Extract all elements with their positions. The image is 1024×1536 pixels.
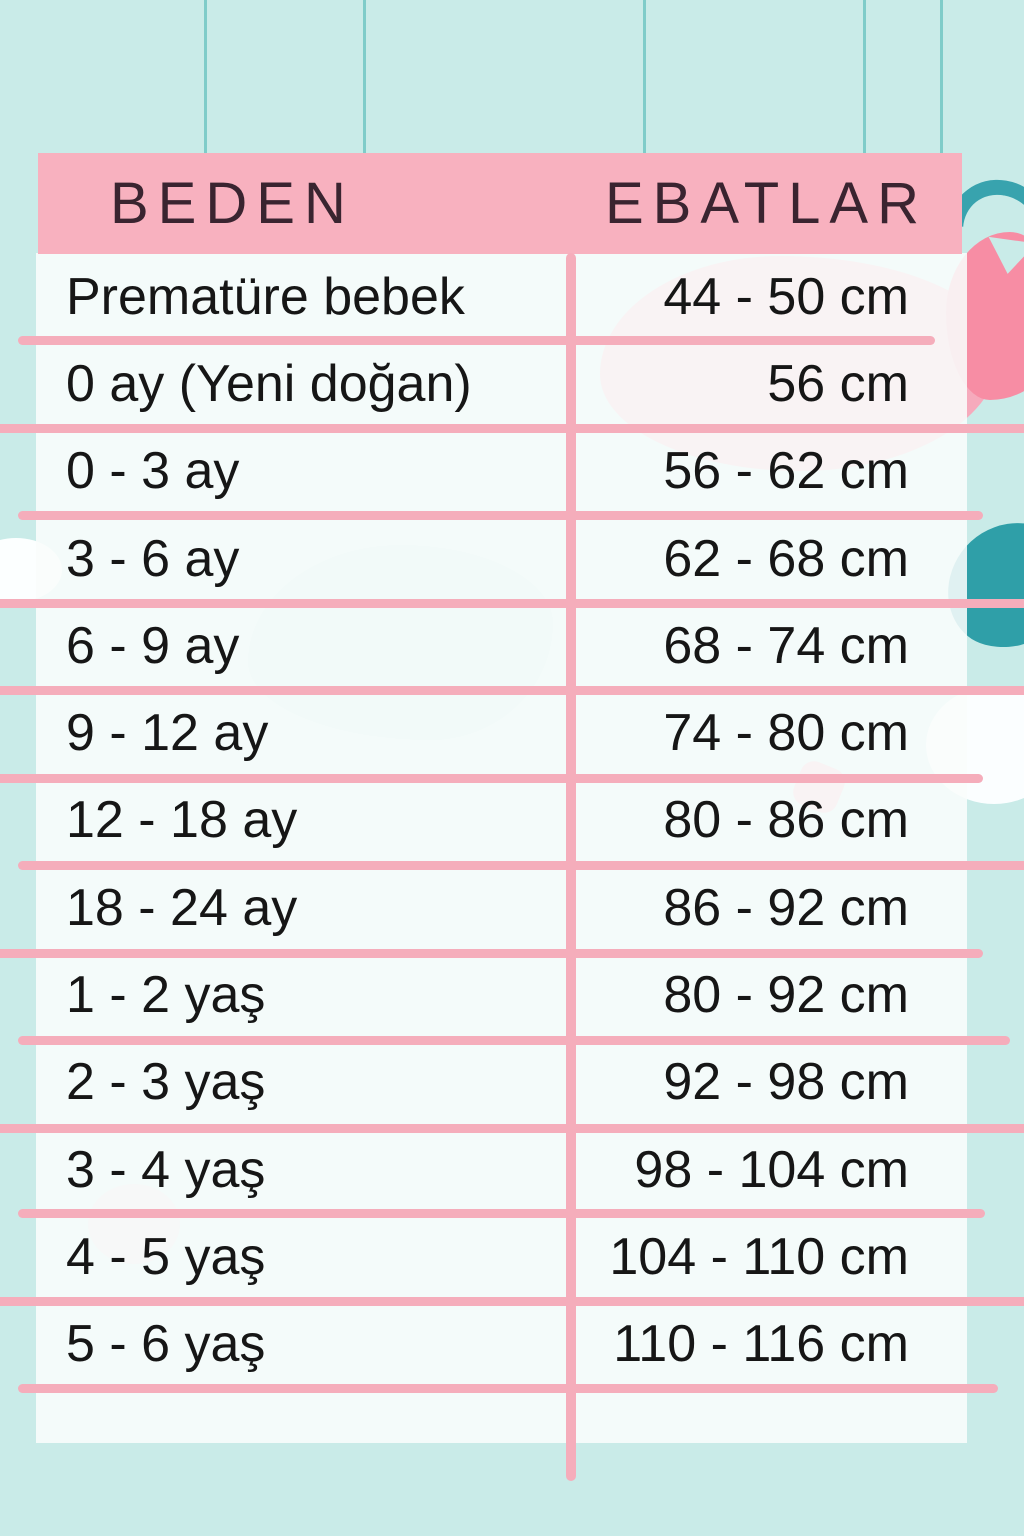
table-row: 2 - 3 yaş 92 - 98 cm: [36, 1039, 967, 1126]
table-row: 5 - 6 yaş 110 - 116 cm: [36, 1301, 967, 1388]
size-cell: 6 - 9 ay: [66, 616, 240, 675]
size-cell: 3 - 6 ay: [66, 529, 240, 588]
table-row: 3 - 6 ay 62 - 68 cm: [36, 515, 967, 602]
row-separator-line: [0, 774, 983, 783]
size-cell: 2 - 3 yaş: [66, 1053, 266, 1112]
row-separator-line: [18, 1384, 998, 1393]
pink-blob-notch-decor: [983, 236, 1024, 278]
row-separator-line: [18, 1209, 985, 1218]
row-separator-line: [0, 949, 983, 958]
table-row: 1 - 2 yaş 80 - 92 cm: [36, 951, 967, 1038]
size-cell: 1 - 2 yaş: [66, 966, 266, 1025]
table-row: 3 - 4 yaş 98 - 104 cm: [36, 1126, 967, 1213]
dimensions-cell: 80 - 86 cm: [663, 791, 909, 850]
dimensions-cell: 104 - 110 cm: [609, 1227, 909, 1286]
hanging-string: [204, 0, 207, 155]
table-row: 12 - 18 ay 80 - 86 cm: [36, 777, 967, 864]
hanging-string: [863, 0, 866, 155]
dimensions-cell: 74 - 80 cm: [663, 704, 909, 763]
size-cell: 4 - 5 yaş: [66, 1227, 266, 1286]
size-cell: 0 ay (Yeni doğan): [66, 354, 472, 413]
table-row: Prematüre bebek 44 - 50 cm: [36, 253, 967, 340]
size-cell: 3 - 4 yaş: [66, 1140, 266, 1199]
table-row: 18 - 24 ay 86 - 92 cm: [36, 864, 967, 951]
dimensions-cell: 62 - 68 cm: [663, 529, 909, 588]
table-row: 0 - 3 ay 56 - 62 cm: [36, 428, 967, 515]
size-cell: 5 - 6 yaş: [66, 1315, 266, 1374]
dimensions-cell: 98 - 104 cm: [634, 1140, 909, 1199]
table-row: 4 - 5 yaş 104 - 110 cm: [36, 1213, 967, 1300]
table-row: 9 - 12 ay 74 - 80 cm: [36, 689, 967, 776]
column-header-beden: BEDEN: [110, 171, 355, 236]
table-body: Prematüre bebek 44 - 50 cm 0 ay (Yeni doğa…: [36, 253, 967, 1443]
row-separator-line: [0, 1124, 1024, 1133]
dimensions-cell: 44 - 50 cm: [663, 267, 909, 326]
dimensions-cell: 56 cm: [767, 354, 909, 413]
dimensions-cell: 92 - 98 cm: [663, 1053, 909, 1112]
size-cell: Prematüre bebek: [66, 267, 465, 326]
size-cell: 18 - 24 ay: [66, 878, 298, 937]
table-rows: Prematüre bebek 44 - 50 cm 0 ay (Yeni doğa…: [36, 253, 967, 1443]
dimensions-cell: 80 - 92 cm: [663, 966, 909, 1025]
row-separator-line: [18, 861, 1024, 870]
dimensions-cell: 68 - 74 cm: [663, 616, 909, 675]
row-separator-line: [18, 336, 935, 345]
row-separator-line: [18, 511, 983, 520]
column-header-ebatlar: EBATLAR: [604, 171, 928, 236]
size-cell: 9 - 12 ay: [66, 704, 269, 763]
size-cell: 0 - 3 ay: [66, 442, 240, 501]
dimensions-cell: 110 - 116 cm: [613, 1315, 909, 1374]
hanging-string: [643, 0, 646, 155]
dimensions-cell: 86 - 92 cm: [663, 878, 909, 937]
dimensions-cell: 56 - 62 cm: [663, 442, 909, 501]
table-row: 6 - 9 ay 68 - 74 cm: [36, 602, 967, 689]
row-separator-line: [0, 686, 1024, 695]
empty-row: [36, 1388, 967, 1441]
hanging-string: [363, 0, 366, 155]
row-separator-line: [0, 424, 1024, 433]
table-row: 0 ay (Yeni doğan) 56 cm: [36, 340, 967, 427]
row-separator-line: [0, 1297, 1024, 1306]
hanging-string: [940, 0, 943, 155]
row-separator-line: [18, 1036, 1010, 1045]
row-separator-line: [0, 599, 1024, 608]
header-band: BEDEN EBATLAR: [38, 153, 962, 254]
size-cell: 12 - 18 ay: [66, 791, 298, 850]
